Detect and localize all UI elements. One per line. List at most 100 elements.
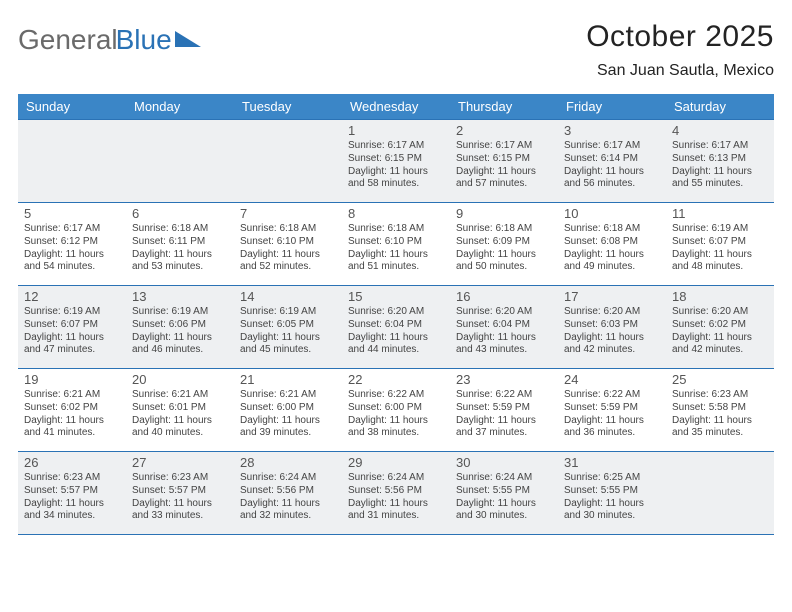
day-number: 23 xyxy=(456,372,552,387)
day-info: Sunrise: 6:24 AMSunset: 5:56 PMDaylight:… xyxy=(240,472,336,523)
day-cell: 16Sunrise: 6:20 AMSunset: 6:04 PMDayligh… xyxy=(450,286,558,368)
location: San Juan Sautla, Mexico xyxy=(586,62,774,80)
day-cell: 19Sunrise: 6:21 AMSunset: 6:02 PMDayligh… xyxy=(18,369,126,451)
daylight-text: Daylight: 11 hours and 50 minutes. xyxy=(456,249,552,275)
day-number: 18 xyxy=(672,289,768,304)
day-cell: 12 Sunrise: 6:19 AMSunset: 6:07 PMDayligh… xyxy=(18,286,126,368)
sunrise-text: Sunrise: 6:24 AM xyxy=(456,472,552,485)
sunset-text: Sunset: 6:05 PM xyxy=(240,319,336,332)
day-info: Sunrise: 6:20 AMSunset: 6:03 PMDaylight:… xyxy=(564,306,660,357)
sunrise-text: Sunrise: 6:17 AM xyxy=(672,140,768,153)
logo-triangle-icon xyxy=(175,29,205,49)
sunset-text: Sunset: 6:04 PM xyxy=(348,319,444,332)
day-cell: 13Sunrise: 6:19 AMSunset: 6:06 PMDayligh… xyxy=(126,286,234,368)
day-cell: 20Sunrise: 6:21 AMSunset: 6:01 PMDayligh… xyxy=(126,369,234,451)
sunset-text: Sunset: 5:56 PM xyxy=(240,485,336,498)
day-number: 21 xyxy=(240,372,336,387)
daylight-text: Daylight: 11 hours and 36 minutes. xyxy=(564,415,660,441)
week-row: 1Sunrise: 6:17 AMSunset: 6:15 PMDaylight… xyxy=(18,119,774,202)
daylight-text: Daylight: 11 hours and 58 minutes. xyxy=(348,166,444,192)
day-header-cell: Friday xyxy=(558,94,666,119)
sunrise-text: Sunrise: 6:21 AM xyxy=(240,389,336,402)
sunrise-text: Sunrise: 6:19 AM xyxy=(132,306,228,319)
day-header-cell: Tuesday xyxy=(234,94,342,119)
month-title: October 2025 xyxy=(586,20,774,54)
day-cell xyxy=(18,120,126,202)
day-cell: 4 Sunrise: 6:17 AMSunset: 6:13 PMDaylight… xyxy=(666,120,774,202)
day-cell: 21Sunrise: 6:21 AMSunset: 6:00 PMDayligh… xyxy=(234,369,342,451)
daylight-text: Daylight: 11 hours and 42 minutes. xyxy=(672,332,768,358)
sunrise-text: Sunrise: 6:19 AM xyxy=(24,306,120,319)
day-header-cell: Thursday xyxy=(450,94,558,119)
sunset-text: Sunset: 6:11 PM xyxy=(132,236,228,249)
sunrise-text: Sunrise: 6:23 AM xyxy=(672,389,768,402)
daylight-text: Daylight: 11 hours and 31 minutes. xyxy=(348,498,444,524)
sunrise-text: Sunrise: 6:17 AM xyxy=(564,140,660,153)
day-header-cell: Wednesday xyxy=(342,94,450,119)
day-number: 29 xyxy=(348,455,444,470)
day-info: Sunrise: 6:19 AMSunset: 6:07 PMDaylight:… xyxy=(24,306,120,357)
daylight-text: Daylight: 11 hours and 48 minutes. xyxy=(672,249,768,275)
sunset-text: Sunset: 6:15 PM xyxy=(348,153,444,166)
week-row: 26Sunrise: 6:23 AMSunset: 5:57 PMDayligh… xyxy=(18,451,774,535)
day-cell: 28Sunrise: 6:24 AMSunset: 5:56 PMDayligh… xyxy=(234,452,342,534)
day-info: Sunrise: 6:20 AMSunset: 6:04 PMDaylight:… xyxy=(456,306,552,357)
sunset-text: Sunset: 5:55 PM xyxy=(564,485,660,498)
sunrise-text: Sunrise: 6:22 AM xyxy=(456,389,552,402)
day-number: 25 xyxy=(672,372,768,387)
sunset-text: Sunset: 6:02 PM xyxy=(24,402,120,415)
sunset-text: Sunset: 5:57 PM xyxy=(132,485,228,498)
day-cell: 1Sunrise: 6:17 AMSunset: 6:15 PMDaylight… xyxy=(342,120,450,202)
day-number: 4 xyxy=(672,123,768,138)
day-info: Sunrise: 6:18 AMSunset: 6:09 PMDaylight:… xyxy=(456,223,552,274)
day-number: 15 xyxy=(348,289,444,304)
day-info: Sunrise: 6:18 AMSunset: 6:10 PMDaylight:… xyxy=(240,223,336,274)
day-number: 30 xyxy=(456,455,552,470)
sunset-text: Sunset: 5:59 PM xyxy=(564,402,660,415)
daylight-text: Daylight: 11 hours and 30 minutes. xyxy=(564,498,660,524)
daylight-text: Daylight: 11 hours and 55 minutes. xyxy=(672,166,768,192)
daylight-text: Daylight: 11 hours and 43 minutes. xyxy=(456,332,552,358)
day-info: Sunrise: 6:17 AMSunset: 6:13 PMDaylight:… xyxy=(672,140,768,191)
logo-part1: General xyxy=(18,24,118,56)
day-cell: 10Sunrise: 6:18 AMSunset: 6:08 PMDayligh… xyxy=(558,203,666,285)
sunrise-text: Sunrise: 6:23 AM xyxy=(132,472,228,485)
daylight-text: Daylight: 11 hours and 34 minutes. xyxy=(24,498,120,524)
daylight-text: Daylight: 11 hours and 56 minutes. xyxy=(564,166,660,192)
sunset-text: Sunset: 6:00 PM xyxy=(240,402,336,415)
sunrise-text: Sunrise: 6:24 AM xyxy=(348,472,444,485)
sunset-text: Sunset: 6:03 PM xyxy=(564,319,660,332)
daylight-text: Daylight: 11 hours and 40 minutes. xyxy=(132,415,228,441)
sunset-text: Sunset: 6:08 PM xyxy=(564,236,660,249)
daylight-text: Daylight: 11 hours and 30 minutes. xyxy=(456,498,552,524)
sunrise-text: Sunrise: 6:24 AM xyxy=(240,472,336,485)
sunset-text: Sunset: 6:07 PM xyxy=(672,236,768,249)
day-number: 20 xyxy=(132,372,228,387)
sunrise-text: Sunrise: 6:21 AM xyxy=(24,389,120,402)
day-cell: 15 Sunrise: 6:20 AMSunset: 6:04 PMDayligh… xyxy=(342,286,450,368)
sunset-text: Sunset: 6:10 PM xyxy=(348,236,444,249)
sunset-text: Sunset: 6:12 PM xyxy=(24,236,120,249)
daylight-text: Daylight: 11 hours and 38 minutes. xyxy=(348,415,444,441)
day-cell: 8Sunrise: 6:18 AMSunset: 6:10 PMDaylight… xyxy=(342,203,450,285)
day-cell: 31Sunrise: 6:25 AMSunset: 5:55 PMDayligh… xyxy=(558,452,666,534)
sunset-text: Sunset: 6:14 PM xyxy=(564,153,660,166)
day-info: Sunrise: 6:19 AMSunset: 6:06 PMDaylight:… xyxy=(132,306,228,357)
day-number: 11 xyxy=(672,206,768,221)
day-number: 12 xyxy=(24,289,120,304)
day-cell: 3Sunrise: 6:17 AMSunset: 6:14 PMDaylight… xyxy=(558,120,666,202)
day-info: Sunrise: 6:25 AMSunset: 5:55 PMDaylight:… xyxy=(564,472,660,523)
sunset-text: Sunset: 6:15 PM xyxy=(456,153,552,166)
day-cell xyxy=(234,120,342,202)
day-number: 24 xyxy=(564,372,660,387)
daylight-text: Daylight: 11 hours and 47 minutes. xyxy=(24,332,120,358)
day-info: Sunrise: 6:23 AMSunset: 5:57 PMDaylight:… xyxy=(132,472,228,523)
day-number: 26 xyxy=(24,455,120,470)
day-cell: 24 Sunrise: 6:22 AMSunset: 5:59 PMDayligh… xyxy=(558,369,666,451)
day-info: Sunrise: 6:20 AMSunset: 6:02 PMDaylight:… xyxy=(672,306,768,357)
day-info: Sunrise: 6:20 AMSunset: 6:04 PMDaylight:… xyxy=(348,306,444,357)
daylight-text: Daylight: 11 hours and 41 minutes. xyxy=(24,415,120,441)
day-cell: 18 Sunrise: 6:20 AMSunset: 6:02 PMDayligh… xyxy=(666,286,774,368)
sunset-text: Sunset: 5:57 PM xyxy=(24,485,120,498)
day-info: Sunrise: 6:22 AMSunset: 5:59 PMDaylight:… xyxy=(564,389,660,440)
